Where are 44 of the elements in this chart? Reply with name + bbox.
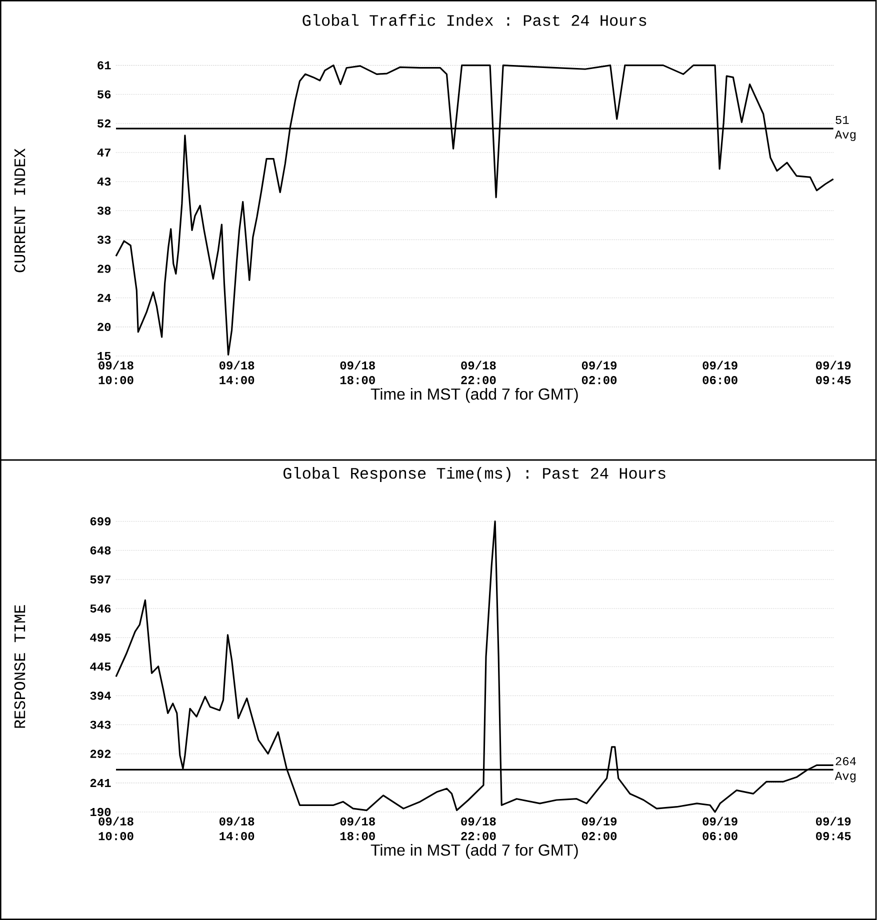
ref-line-label: 264 Avg	[834, 757, 856, 782]
y-tick-label: 38	[97, 206, 111, 215]
x-tick-label: 09/19 02:00	[582, 816, 617, 840]
x-tick-label: 09/18 18:00	[340, 816, 375, 840]
y-tick-label: 597	[90, 575, 110, 584]
y-tick-label: 43	[97, 178, 111, 186]
x-tick-label: 09/18 22:00	[461, 816, 496, 840]
y-tick-label: 241	[90, 778, 111, 787]
x-tick-label: 09/18 18:00	[340, 360, 375, 384]
chart-title: Global Response Time(ms) : Past 24 Hours	[284, 467, 666, 482]
y-tick-label: 648	[90, 546, 111, 554]
ref-line-label: 51 Avg	[834, 116, 856, 142]
x-axis-title: Time in MST (add 7 for GMT)	[370, 388, 578, 403]
y-tick-label: 15	[98, 352, 111, 360]
x-tick-label: 09/18 22:00	[461, 360, 496, 384]
y-tick-label: 699	[90, 517, 111, 526]
y-tick-label: 61	[98, 61, 111, 70]
x-tick-label: 09/18 14:00	[220, 360, 254, 384]
y-tick-label: 24	[98, 294, 111, 302]
y-tick-label: 56	[97, 90, 111, 98]
y-tick-label: 190	[90, 808, 111, 816]
x-tick-label: 09/19 09:45	[816, 816, 851, 840]
x-tick-label: 09/19 06:00	[702, 816, 738, 840]
y-tick-label: 394	[90, 692, 111, 700]
x-axis-title: Time in MST (add 7 for GMT)	[370, 844, 578, 859]
y-tick-label: 47	[97, 148, 110, 156]
y-axis-title: CURRENT INDEX	[14, 148, 26, 272]
x-tick-label: 09/19 02:00	[582, 360, 617, 384]
y-tick-label: 546	[90, 604, 111, 613]
y-tick-label: 52	[97, 119, 111, 128]
y-axis-title: RESPONSE TIME	[14, 605, 26, 728]
x-tick-label: 09/19 09:45	[816, 360, 851, 384]
y-tick-label: 445	[90, 662, 111, 671]
y-tick-label: 20	[98, 322, 111, 332]
y-tick-label: 29	[98, 264, 111, 273]
y-tick-label: 292	[90, 750, 111, 758]
x-tick-label: 09/18 10:00	[98, 816, 134, 840]
y-tick-label: 343	[90, 720, 111, 729]
x-tick-label: 09/18 14:00	[220, 816, 254, 840]
x-tick-label: 09/19 06:00	[702, 360, 738, 384]
y-tick-label: 495	[90, 634, 111, 642]
x-tick-label: 09/18 10:00	[98, 360, 134, 384]
y-tick-label: 33	[97, 236, 111, 244]
chart-title: Global Traffic Index : Past 24 Hours	[302, 14, 646, 26]
